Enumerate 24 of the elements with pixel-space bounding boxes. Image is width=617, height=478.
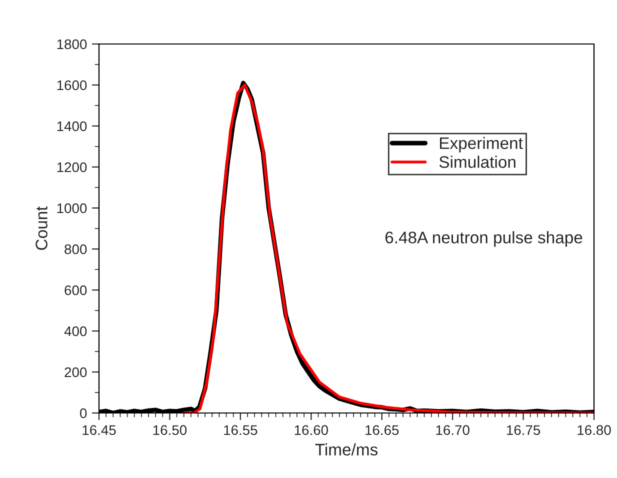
legend-label: Simulation — [439, 156, 516, 168]
y-tick-label: 800 — [64, 244, 87, 254]
x-tick-label: 16.50 — [153, 425, 187, 436]
y-tick-label: 1600 — [57, 80, 87, 90]
y-tick-label: 1400 — [57, 121, 87, 132]
y-tick-label: 200 — [64, 367, 87, 378]
y-tick-label: 1000 — [57, 203, 87, 214]
y-tick-label: 1800 — [57, 39, 87, 50]
x-tick-label: 16.60 — [294, 425, 328, 436]
line-series — [182, 84, 594, 413]
y-tick-label: 0 — [80, 408, 87, 418]
x-tick-label: 16.80 — [578, 425, 611, 436]
x-tick-label: 16.55 — [224, 425, 258, 436]
y-tick-label: 600 — [64, 285, 87, 296]
y-tick-label: 400 — [64, 326, 87, 336]
annotation: 6.48A neutron pulse shape — [385, 231, 582, 247]
legend-label: Experiment — [440, 136, 523, 152]
x-tick-label: 16.75 — [506, 425, 540, 436]
y-axis-title: Count — [36, 206, 48, 250]
y-tick-label: 1200 — [57, 162, 87, 172]
x-axis-title: Time/ms — [315, 443, 378, 456]
x-tick-label: 16.65 — [366, 425, 399, 436]
x-tick-label: 16.70 — [436, 425, 470, 436]
x-tick-label: 16.45 — [82, 425, 116, 436]
